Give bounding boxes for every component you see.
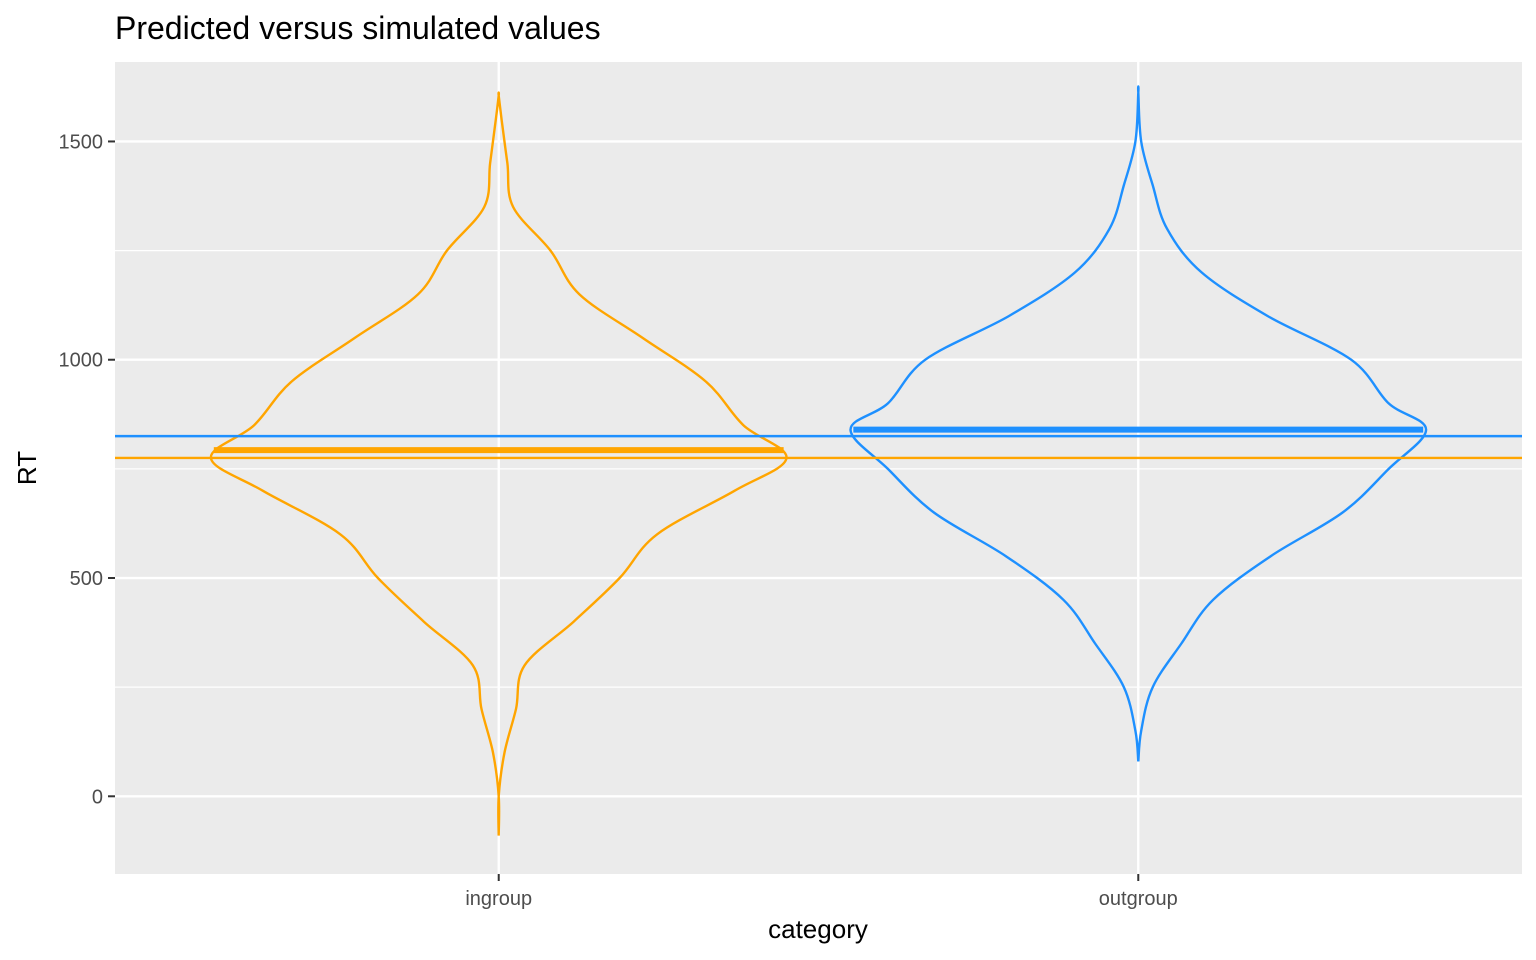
- x-tick-label: ingroup: [465, 888, 532, 910]
- minor-gridlines: [115, 249, 1522, 688]
- violins: [209, 85, 1428, 836]
- x-axis-title: category: [768, 914, 868, 944]
- violin-ingroup: [209, 91, 788, 836]
- x-tick-label: outgroup: [1099, 888, 1178, 910]
- y-tick-label: 500: [70, 568, 103, 590]
- chart-title: Predicted versus simulated values: [115, 10, 601, 46]
- predicted-lines: [115, 434, 1522, 460]
- major-gridlines: [115, 62, 1522, 874]
- y-tick-label: 1000: [59, 350, 104, 372]
- violin-outgroup: [849, 85, 1428, 762]
- y-tick-label: 0: [92, 786, 103, 808]
- y-axis: 0 500 1000 1500: [59, 131, 115, 808]
- y-tick-label: 1500: [59, 131, 104, 153]
- x-axis: ingroup outgroup: [465, 874, 1178, 910]
- y-axis-title: RT: [12, 451, 42, 485]
- plot-panel: [115, 62, 1522, 874]
